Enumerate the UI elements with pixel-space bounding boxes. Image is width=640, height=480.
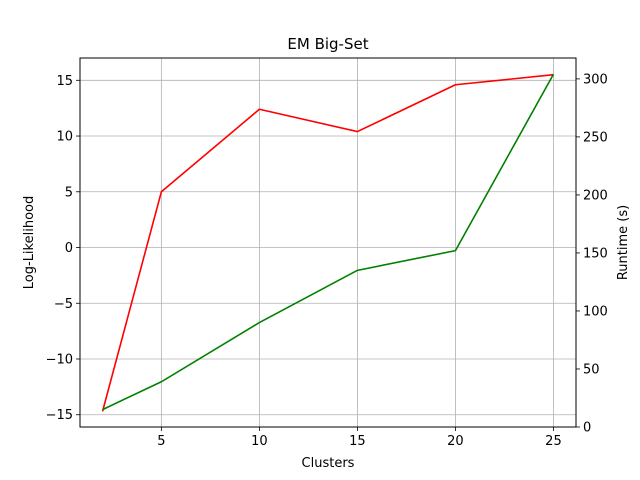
y-tick-label-left: 10 xyxy=(56,130,73,145)
series-line-log-likelihood xyxy=(101,73,554,412)
y-tick-label-left: −15 xyxy=(46,408,73,423)
y-tick-label-left: 5 xyxy=(65,185,73,200)
grid xyxy=(80,58,576,427)
chart-title: EM Big-Set xyxy=(287,35,368,53)
series-line-runtime xyxy=(102,73,555,411)
x-tick-label: 10 xyxy=(251,434,268,449)
y-axis-label-right: Runtime (s) xyxy=(616,205,631,280)
y-tick-label-left: −10 xyxy=(46,352,73,367)
ticks: 5 10 15 20 25−15−10−505101505010015020025030… xyxy=(46,72,608,449)
y-tick-label-left: 0 xyxy=(65,241,73,256)
plot-frame xyxy=(79,57,577,428)
x-axis-label: Clusters xyxy=(302,456,355,471)
y-tick-label-right: 100 xyxy=(583,304,608,319)
y-tick-label-right: 250 xyxy=(583,130,608,145)
y-tick-label-left: 15 xyxy=(56,74,73,89)
x-tick-label: 15 xyxy=(349,434,366,449)
x-tick-label: 20 xyxy=(447,434,464,449)
y-tick-label-right: 50 xyxy=(583,362,600,377)
y-axis-label-left: Log-Likelihood xyxy=(22,196,37,289)
y-tick-label-right: 300 xyxy=(583,72,608,87)
y-tick-label-right: 150 xyxy=(583,246,608,261)
y-tick-label-right: 200 xyxy=(583,188,608,203)
y-tick-label-right: 0 xyxy=(583,421,591,436)
x-tick-label: 25 xyxy=(545,434,562,449)
y-tick-label-left: −5 xyxy=(54,297,73,312)
series-layer xyxy=(101,73,555,412)
x-tick-label: 5 xyxy=(157,434,165,449)
